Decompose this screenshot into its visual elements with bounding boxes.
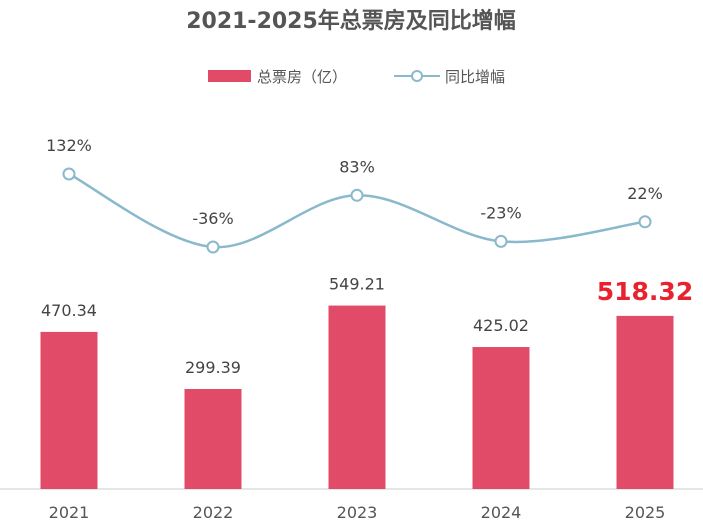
- growth-label-2025: 22%: [627, 184, 663, 203]
- legend-bar-label: 总票房（亿）: [257, 68, 347, 86]
- x-tick-2023: 2023: [337, 503, 378, 522]
- growth-point-2022: [206, 240, 220, 254]
- growth-point-2023: [350, 188, 364, 202]
- legend-line-marker: [411, 70, 423, 82]
- growth-line: [68, 172, 646, 249]
- growth-label-2021: 132%: [46, 136, 92, 155]
- x-tick-2022: 2022: [193, 503, 234, 522]
- chart-title: 2021-2025年总票房及同比增幅: [186, 8, 516, 34]
- legend-line-label: 同比增幅: [445, 68, 505, 86]
- bar-2023: [328, 305, 386, 489]
- x-tick-2025: 2025: [625, 503, 666, 522]
- bar-2025: [616, 315, 674, 489]
- bar-2022: [184, 389, 242, 489]
- bar-2021: [40, 331, 98, 489]
- x-tick-2021: 2021: [49, 503, 90, 522]
- x-tick-2024: 2024: [481, 503, 522, 522]
- bar-2024: [472, 347, 530, 489]
- growth-point-2021: [62, 167, 76, 181]
- bar-label-2023: 549.21: [329, 275, 385, 294]
- bar-label-2021: 470.34: [41, 301, 97, 320]
- growth-point-2024: [494, 234, 508, 248]
- growth-point-2025: [638, 215, 652, 229]
- legend: 总票房（亿） 同比增幅: [208, 68, 505, 86]
- growth-label-2023: 83%: [339, 157, 375, 176]
- growth-label-2024: -23%: [480, 203, 521, 222]
- bar-label-2025: 518.32: [597, 277, 693, 306]
- legend-bar-swatch: [208, 70, 251, 82]
- growth-label-2022: -36%: [192, 209, 233, 228]
- bar-label-2024: 425.02: [473, 316, 529, 335]
- bar-label-2022: 299.39: [185, 358, 241, 377]
